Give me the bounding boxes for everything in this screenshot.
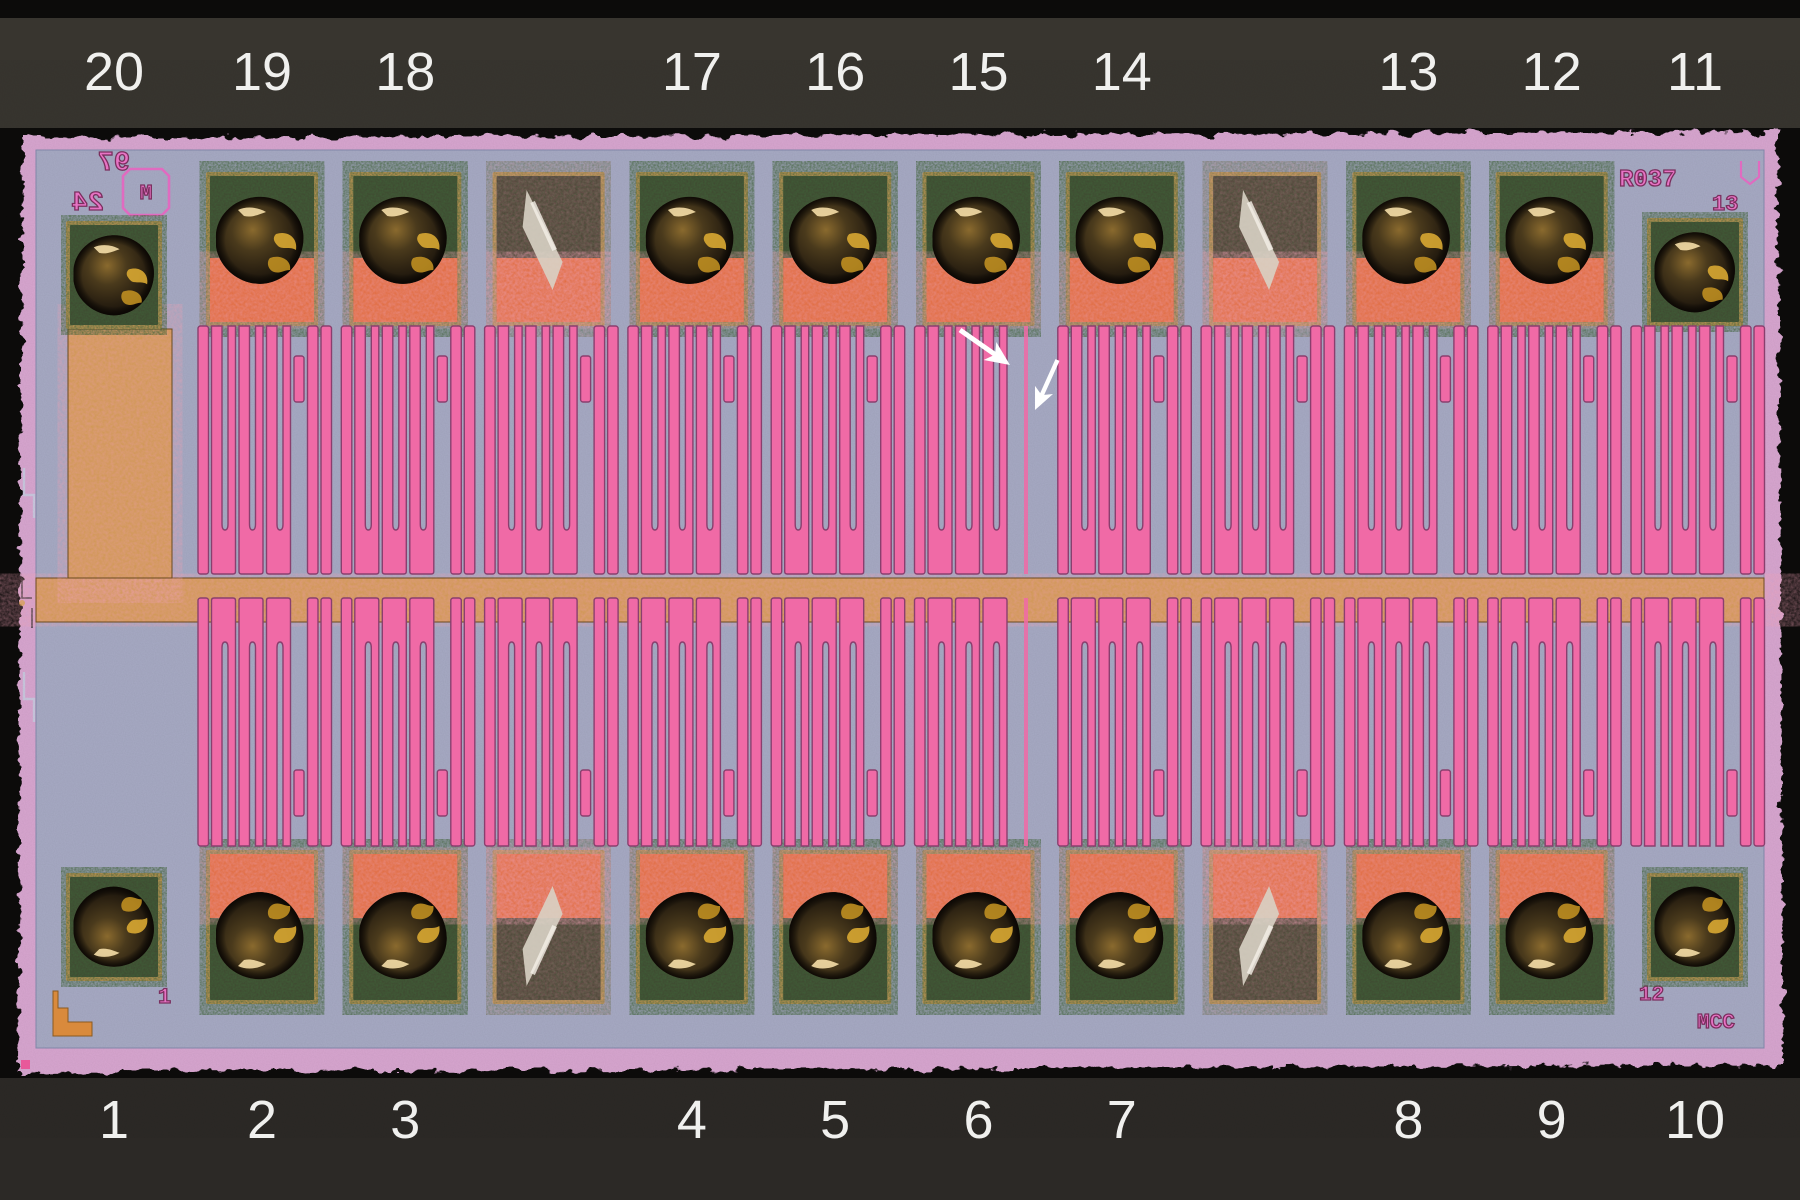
- svg-text:14: 14: [1092, 42, 1152, 102]
- svg-text:5: 5: [820, 1090, 850, 1150]
- svg-text:13: 13: [1712, 192, 1738, 217]
- svg-text:1: 1: [158, 985, 171, 1010]
- svg-text:8: 8: [1393, 1090, 1423, 1150]
- svg-text:24: 24: [72, 189, 104, 219]
- svg-text:11: 11: [1667, 42, 1723, 102]
- svg-text:16: 16: [805, 42, 865, 102]
- svg-text:12: 12: [1639, 984, 1664, 1007]
- svg-text:2: 2: [247, 1090, 277, 1150]
- svg-text:6: 6: [963, 1090, 993, 1150]
- svg-text:20: 20: [84, 42, 144, 102]
- svg-text:4: 4: [677, 1090, 707, 1150]
- svg-text:10: 10: [1665, 1090, 1725, 1150]
- svg-text:15: 15: [948, 42, 1008, 102]
- svg-text:3: 3: [390, 1090, 420, 1150]
- svg-text:19: 19: [232, 42, 292, 102]
- svg-text:12: 12: [1522, 42, 1582, 102]
- svg-text:18: 18: [375, 42, 435, 102]
- svg-text:17: 17: [662, 42, 722, 102]
- svg-text:M: M: [140, 183, 153, 206]
- svg-text:7: 7: [1107, 1090, 1137, 1150]
- svg-text:MCC: MCC: [1697, 1012, 1735, 1035]
- svg-text:R037: R037: [1619, 167, 1677, 194]
- svg-text:1: 1: [99, 1090, 129, 1150]
- svg-text:9: 9: [1537, 1090, 1567, 1150]
- svg-text:13: 13: [1378, 42, 1438, 102]
